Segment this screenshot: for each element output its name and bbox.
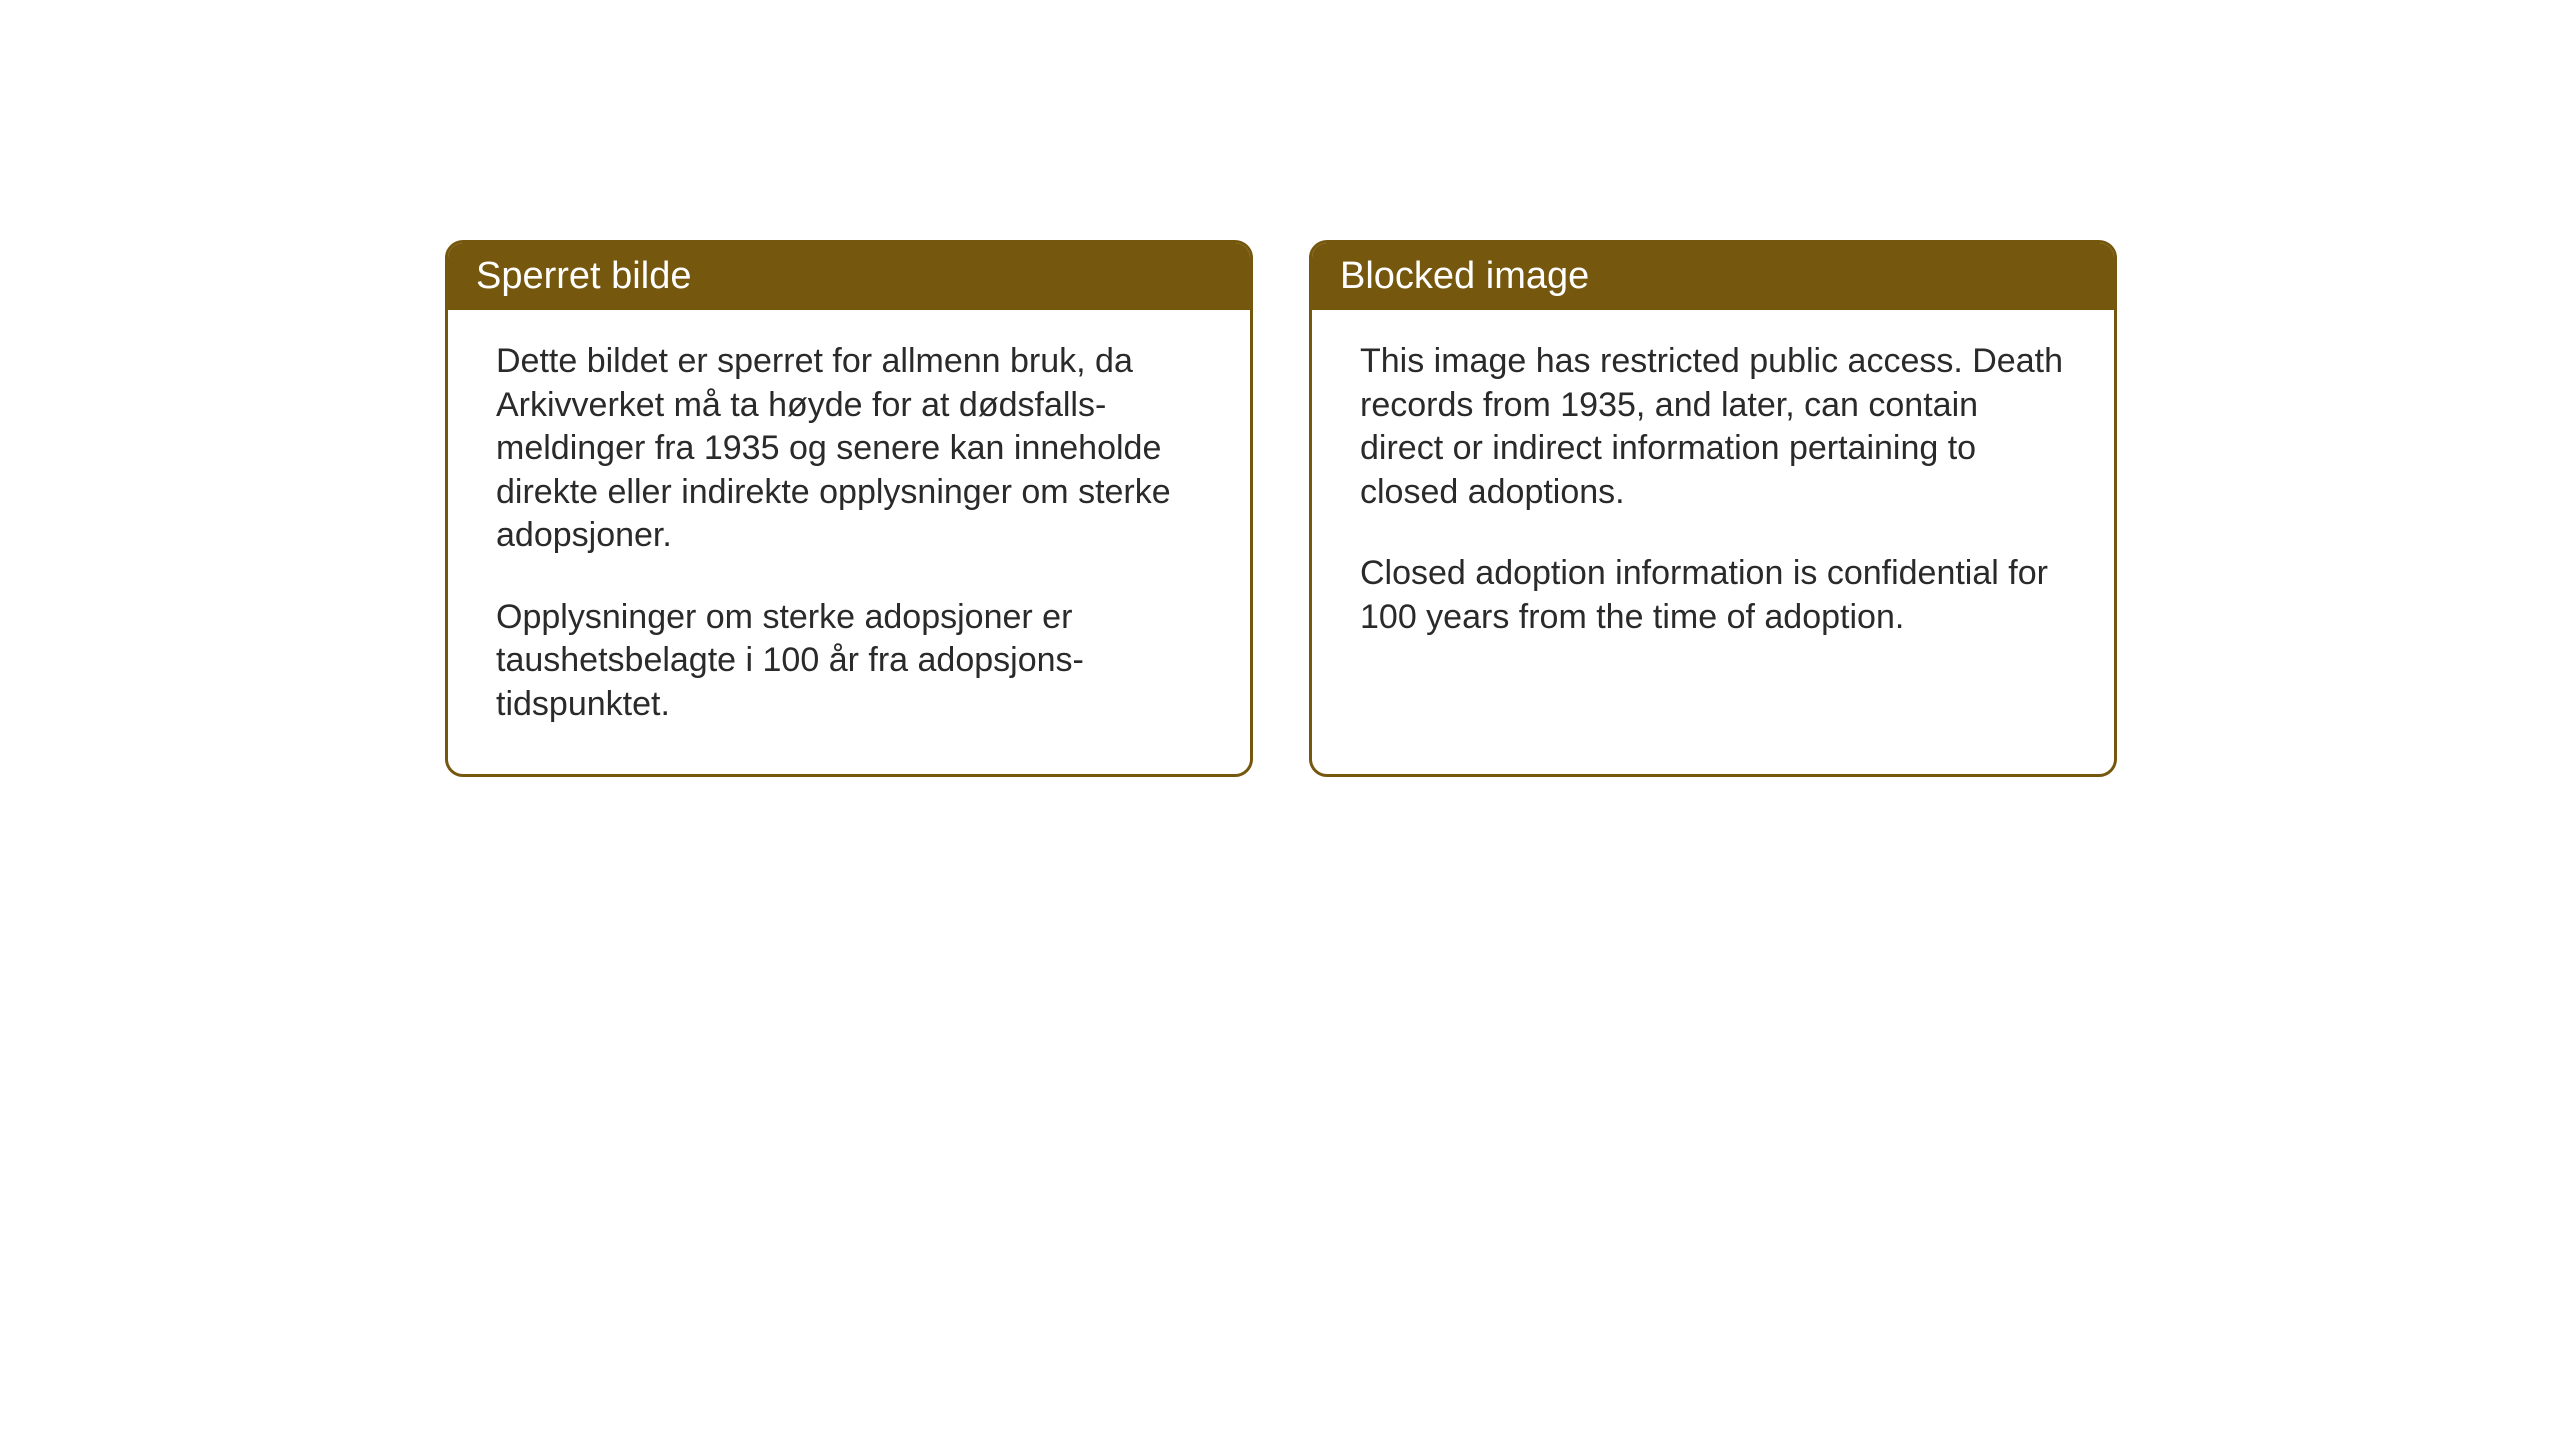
notice-title-norwegian: Sperret bilde (476, 255, 691, 297)
notice-box-norwegian: Sperret bilde Dette bildet er sperret fo… (445, 240, 1253, 777)
notice-body-norwegian: Dette bildet er sperret for allmenn bruk… (448, 310, 1250, 774)
notice-paragraph-2-english: Closed adoption information is confident… (1360, 552, 2066, 639)
notice-body-english: This image has restricted public access.… (1312, 310, 2114, 750)
notice-title-english: Blocked image (1340, 255, 1589, 297)
notice-box-english: Blocked image This image has restricted … (1309, 240, 2117, 777)
notice-paragraph-1-english: This image has restricted public access.… (1360, 340, 2066, 514)
notice-header-english: Blocked image (1312, 243, 2114, 310)
notice-header-norwegian: Sperret bilde (448, 243, 1250, 310)
notice-paragraph-1-norwegian: Dette bildet er sperret for allmenn bruk… (496, 340, 1202, 558)
notice-paragraph-2-norwegian: Opplysninger om sterke adopsjoner er tau… (496, 596, 1202, 727)
notice-container: Sperret bilde Dette bildet er sperret fo… (445, 240, 2117, 777)
